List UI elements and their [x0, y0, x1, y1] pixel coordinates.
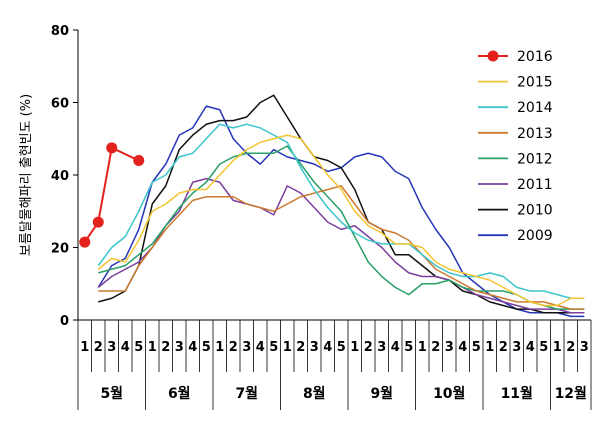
series-point-2016	[92, 216, 104, 228]
week-label: 2	[566, 340, 575, 355]
plot-area	[79, 94, 585, 318]
week-label: 5	[472, 340, 481, 355]
week-label: 1	[215, 340, 224, 355]
week-label: 3	[377, 340, 386, 355]
week-label: 5	[134, 340, 143, 355]
week-label: 1	[553, 340, 562, 355]
month-label: 8월	[303, 385, 326, 402]
week-label: 1	[485, 340, 494, 355]
month-label: 6월	[168, 385, 191, 402]
week-label: 2	[229, 340, 238, 355]
week-label: 2	[94, 340, 103, 355]
week-label: 4	[526, 340, 535, 355]
series-line-2014	[97, 123, 585, 299]
y-tick-label: 60	[51, 97, 69, 112]
series-line-2015	[97, 134, 585, 307]
legend-marker-2016	[487, 50, 499, 62]
y-axis-label: 보름달물해파리 출현빈도 (%)	[19, 94, 34, 256]
week-label: 4	[458, 340, 467, 355]
week-label: 4	[391, 340, 400, 355]
legend-label-2013: 2013	[517, 126, 553, 142]
week-label: 2	[499, 340, 508, 355]
week-label: 2	[296, 340, 305, 355]
y-tick-label: 0	[60, 314, 69, 329]
legend-label-2009: 2009	[517, 228, 553, 244]
week-label: 4	[256, 340, 265, 355]
y-tick-label: 80	[51, 24, 69, 39]
week-label: 1	[80, 340, 89, 355]
week-label: 2	[364, 340, 373, 355]
series-line-2010	[98, 94, 585, 314]
series-line-2012	[98, 145, 585, 310]
y-tick-label: 20	[51, 242, 69, 257]
week-label: 5	[539, 340, 548, 355]
week-label: 1	[283, 340, 292, 355]
week-label: 3	[580, 340, 589, 355]
week-label: 3	[242, 340, 251, 355]
y-tick-label: 40	[51, 169, 69, 184]
week-label: 5	[337, 340, 346, 355]
legend-label-2015: 2015	[517, 75, 553, 91]
week-label: 3	[512, 340, 521, 355]
week-label: 5	[404, 340, 413, 355]
week-label: 5	[202, 340, 211, 355]
month-label: 11월	[501, 385, 533, 402]
series-point-2016	[133, 155, 145, 166]
legend-label-2014: 2014	[517, 100, 553, 116]
week-label: 2	[161, 340, 170, 355]
series-line-2013	[98, 185, 585, 310]
week-label: 3	[310, 340, 319, 355]
legend-label-2016: 2016	[517, 49, 553, 65]
week-label: 1	[148, 340, 157, 355]
month-label: 7월	[235, 385, 258, 402]
series-point-2016	[79, 236, 91, 248]
month-label: 5월	[100, 385, 123, 402]
week-label: 3	[445, 340, 454, 355]
week-label: 3	[175, 340, 184, 355]
legend-label-2011: 2011	[517, 177, 553, 193]
month-label: 9월	[370, 385, 393, 402]
week-label: 4	[323, 340, 332, 355]
month-label: 10월	[433, 385, 465, 402]
week-label: 5	[269, 340, 278, 355]
series-line-2011	[97, 177, 585, 314]
legend-label-2010: 2010	[517, 203, 553, 219]
legend-label-2012: 2012	[517, 151, 553, 167]
week-label: 3	[107, 340, 116, 355]
legend: 2016 2015 2014 2013 2012 2011 2010 2009	[478, 49, 553, 244]
week-label: 1	[418, 340, 427, 355]
week-label: 1	[350, 340, 359, 355]
series-point-2016	[106, 142, 118, 154]
month-label: 12월	[555, 385, 587, 402]
series-line-2016	[83, 146, 140, 243]
week-label: 4	[121, 340, 130, 355]
week-label: 4	[188, 340, 197, 355]
week-label: 2	[431, 340, 440, 355]
